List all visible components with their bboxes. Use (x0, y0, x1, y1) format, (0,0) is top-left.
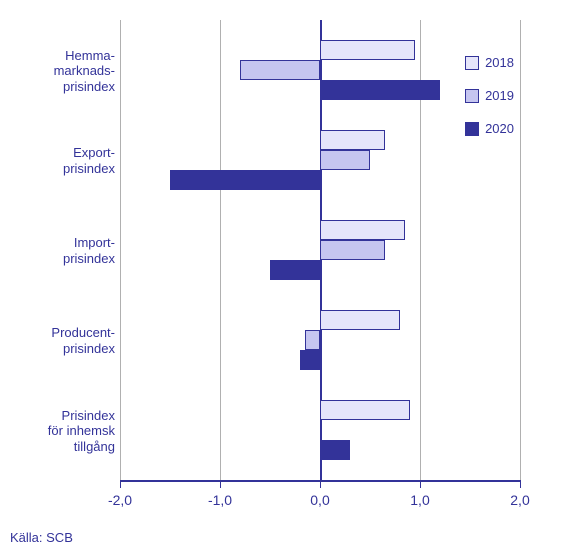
legend-label: 2019 (485, 88, 514, 103)
bar-2018 (320, 310, 400, 330)
legend-item-2019: 2019 (465, 88, 514, 103)
x-tick-label: -1,0 (208, 492, 232, 508)
bar-2019 (320, 150, 370, 170)
legend-label: 2018 (485, 55, 514, 70)
bar-2019 (305, 330, 320, 350)
gridline (220, 20, 221, 480)
legend-swatch (465, 89, 479, 103)
legend-swatch (465, 56, 479, 70)
bar-2020 (320, 80, 440, 100)
source-label: Källa: SCB (10, 530, 73, 545)
x-tick (520, 480, 521, 488)
category-label: Prisindexför inhemsktillgång (5, 408, 115, 455)
plot-area: -2,0-1,00,01,02,0 (120, 20, 520, 480)
bar-2019 (320, 240, 385, 260)
x-tick-label: 0,0 (310, 492, 329, 508)
price-index-chart: -2,0-1,00,01,02,0 2018 2019 2020 (120, 20, 520, 500)
bar-2020 (270, 260, 320, 280)
bar-2019 (320, 420, 322, 440)
bar-2020 (320, 440, 350, 460)
x-tick-label: -2,0 (108, 492, 132, 508)
category-label: Export-prisindex (5, 145, 115, 176)
legend-swatch (465, 122, 479, 136)
x-tick-label: 1,0 (410, 492, 429, 508)
bar-2018 (320, 130, 385, 150)
bar-2018 (320, 400, 410, 420)
legend-item-2020: 2020 (465, 121, 514, 136)
bar-2020 (170, 170, 320, 190)
bar-2018 (320, 40, 415, 60)
gridline (120, 20, 121, 480)
bar-2020 (300, 350, 320, 370)
category-label: Import-prisindex (5, 235, 115, 266)
bar-2019 (240, 60, 320, 80)
x-tick-label: 2,0 (510, 492, 529, 508)
gridline (520, 20, 521, 480)
category-label: Producent-prisindex (5, 325, 115, 356)
legend-label: 2020 (485, 121, 514, 136)
category-label: Hemma-marknads-prisindex (5, 48, 115, 95)
legend: 2018 2019 2020 (465, 55, 514, 154)
bar-2018 (320, 220, 405, 240)
legend-item-2018: 2018 (465, 55, 514, 70)
x-axis (120, 480, 520, 482)
